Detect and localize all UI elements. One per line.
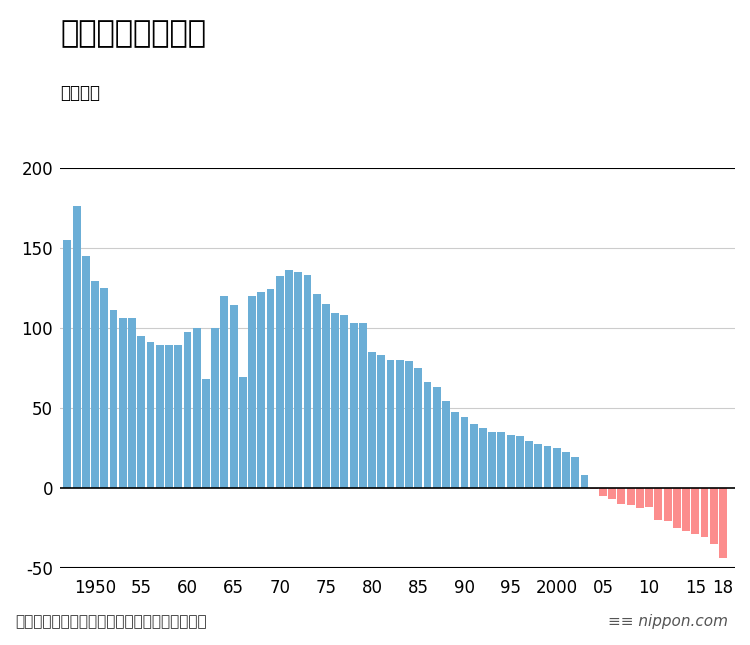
- Bar: [294, 272, 302, 488]
- Bar: [377, 355, 386, 488]
- Bar: [497, 432, 506, 488]
- Bar: [350, 323, 358, 488]
- Bar: [359, 323, 367, 488]
- Bar: [211, 328, 219, 488]
- Bar: [137, 335, 146, 488]
- Bar: [248, 295, 256, 488]
- Text: 人口の自然増減数: 人口の自然増減数: [60, 19, 206, 48]
- Bar: [580, 475, 589, 488]
- Bar: [396, 360, 404, 488]
- Text: ≡≡ nippon.com: ≡≡ nippon.com: [608, 614, 728, 629]
- Bar: [645, 488, 653, 507]
- Bar: [442, 401, 450, 488]
- Bar: [479, 428, 487, 488]
- Bar: [332, 313, 339, 488]
- Bar: [110, 310, 118, 488]
- Bar: [572, 457, 579, 488]
- Bar: [322, 304, 330, 488]
- Bar: [424, 382, 431, 488]
- Bar: [174, 345, 182, 488]
- Bar: [230, 305, 238, 488]
- Bar: [673, 488, 681, 528]
- Bar: [64, 240, 71, 488]
- Bar: [414, 368, 422, 488]
- Bar: [599, 488, 607, 495]
- Bar: [257, 292, 265, 488]
- Bar: [128, 318, 136, 488]
- Bar: [100, 288, 108, 488]
- Bar: [82, 255, 90, 488]
- Bar: [636, 488, 644, 508]
- Bar: [193, 328, 200, 488]
- Bar: [165, 345, 173, 488]
- Bar: [655, 488, 662, 520]
- Bar: [627, 488, 634, 505]
- Bar: [220, 295, 228, 488]
- Bar: [710, 488, 718, 544]
- Bar: [719, 488, 727, 558]
- Bar: [617, 488, 626, 504]
- Bar: [544, 446, 551, 488]
- Bar: [562, 452, 570, 488]
- Bar: [266, 289, 274, 488]
- Bar: [452, 412, 459, 488]
- Bar: [525, 441, 533, 488]
- Bar: [73, 206, 80, 488]
- Bar: [700, 488, 709, 537]
- Bar: [553, 448, 561, 488]
- Bar: [313, 294, 321, 488]
- Bar: [507, 435, 515, 488]
- Bar: [146, 342, 154, 488]
- Bar: [239, 377, 247, 488]
- Bar: [405, 361, 413, 488]
- Bar: [590, 488, 598, 489]
- Bar: [664, 488, 671, 521]
- Bar: [184, 332, 191, 488]
- Bar: [387, 360, 394, 488]
- Bar: [118, 318, 127, 488]
- Bar: [488, 432, 496, 488]
- Bar: [682, 488, 690, 531]
- Bar: [516, 437, 524, 488]
- Bar: [202, 379, 210, 488]
- Bar: [304, 275, 311, 488]
- Bar: [470, 424, 478, 488]
- Bar: [433, 387, 441, 488]
- Bar: [156, 345, 164, 488]
- Text: 厚生労働省の人口動態統計をもとに編集部作成: 厚生労働省の人口動態統計をもとに編集部作成: [15, 614, 206, 629]
- Bar: [276, 277, 284, 488]
- Bar: [368, 352, 376, 488]
- Bar: [92, 281, 99, 488]
- Bar: [460, 417, 468, 488]
- Bar: [608, 488, 616, 499]
- Bar: [285, 270, 293, 488]
- Text: （万人）: （万人）: [60, 84, 100, 102]
- Bar: [692, 488, 699, 534]
- Bar: [535, 444, 542, 488]
- Bar: [340, 315, 348, 488]
